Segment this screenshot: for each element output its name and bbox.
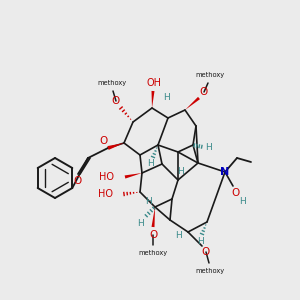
Text: H: H [136,218,143,227]
Text: methoxy: methoxy [195,72,225,78]
Text: O: O [202,247,210,257]
Text: O: O [100,136,108,146]
Polygon shape [152,91,154,108]
Polygon shape [152,207,155,227]
Text: methoxy: methoxy [195,268,225,274]
Text: H: H [206,143,212,152]
Text: H: H [175,232,182,241]
Text: OH: OH [146,78,161,88]
Polygon shape [107,143,124,150]
Text: HO: HO [99,172,114,182]
Polygon shape [185,97,200,110]
Text: methoxy: methoxy [138,250,168,256]
Text: H: H [145,197,152,206]
Text: O: O [73,176,81,186]
Text: O: O [200,87,208,97]
Text: N: N [220,167,230,177]
Text: O: O [231,188,239,198]
Text: O: O [112,96,120,106]
Text: HO: HO [98,189,113,199]
Text: H: H [198,236,204,245]
Text: H: H [178,167,184,176]
Text: H: H [163,94,170,103]
Polygon shape [124,173,142,178]
Text: methoxy: methoxy [98,80,127,86]
Text: O: O [149,230,157,240]
Text: H: H [148,160,154,169]
Text: H: H [238,196,245,206]
